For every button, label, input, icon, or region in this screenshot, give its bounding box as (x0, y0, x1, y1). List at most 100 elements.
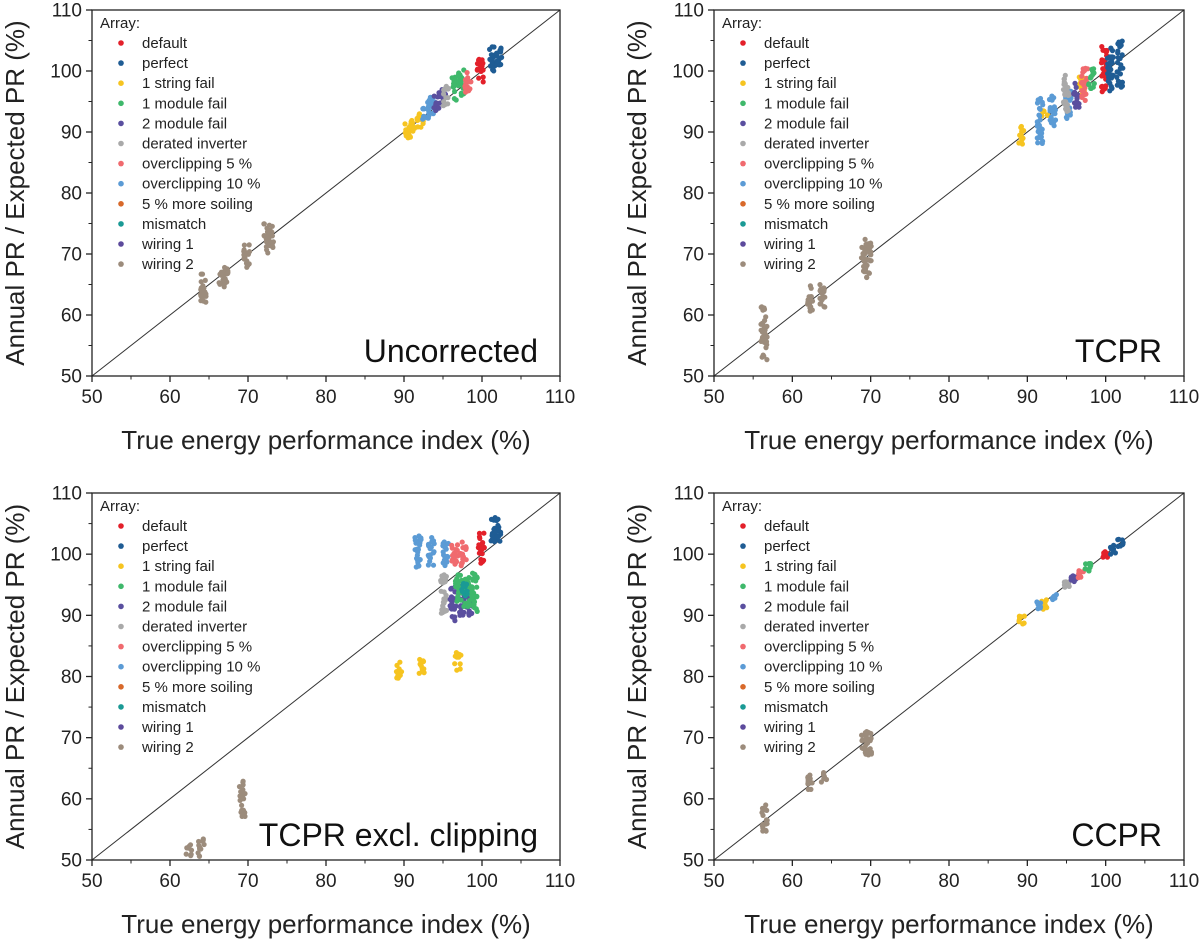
data-point (455, 596, 461, 602)
data-point (864, 274, 870, 280)
legend-entry: default (142, 35, 188, 52)
data-point (464, 84, 470, 90)
data-point (198, 298, 204, 304)
y-axis-label: Annual PR / Expected PR (%) (0, 20, 30, 365)
data-point (448, 586, 454, 592)
y-axis-label: Annual PR / Expected PR (%) (622, 504, 652, 849)
data-point (459, 539, 465, 545)
y-tick-label: 100 (50, 545, 82, 566)
legend-marker (118, 180, 124, 187)
data-point (863, 738, 869, 744)
data-point (866, 270, 873, 276)
y-tick-label: 80 (683, 184, 704, 205)
data-point (445, 101, 451, 107)
legend: Array:default perfect 1 string fail 1 modul… (722, 15, 882, 273)
data-point (1036, 105, 1043, 112)
data-point (489, 44, 495, 50)
data-point (203, 299, 209, 305)
data-point (1049, 105, 1055, 112)
legend-entry: 2 module fail (764, 598, 849, 615)
data-point (480, 79, 486, 85)
data-point (492, 539, 498, 545)
data-point (762, 334, 768, 341)
data-point (442, 579, 448, 585)
legend-marker (740, 623, 746, 630)
legend-title: Array: (100, 498, 140, 515)
data-point (805, 779, 811, 786)
data-point (763, 324, 769, 330)
data-point (203, 291, 209, 297)
series-overclipping-5- (449, 539, 469, 569)
data-point (397, 672, 403, 678)
data-point (817, 282, 823, 288)
data-point (1100, 71, 1106, 77)
legend-marker (740, 704, 746, 710)
x-axis-label: True energy performance index (%) (121, 909, 530, 939)
data-point (1043, 597, 1049, 603)
series-wiring-2 (758, 236, 874, 363)
panel-4: 50 60 70 80 90 100 110 50 60 70 80 90 100 110 True ene… (622, 484, 1199, 940)
data-point (1115, 50, 1121, 56)
data-point (469, 589, 475, 595)
data-point (1051, 593, 1057, 599)
data-point (1071, 100, 1078, 106)
data-point (1052, 117, 1059, 123)
legend-marker (118, 603, 124, 610)
data-point (443, 595, 449, 601)
y-tick-label: 70 (683, 245, 704, 266)
data-point (1016, 613, 1023, 619)
data-point (441, 87, 447, 93)
data-point (421, 113, 427, 119)
data-point (427, 555, 433, 561)
data-point (1115, 41, 1121, 47)
series-default (474, 56, 486, 85)
legend-marker (118, 60, 124, 66)
legend-marker (740, 523, 746, 529)
x-axis-label: True energy performance index (%) (744, 909, 1153, 939)
data-point (1086, 81, 1092, 87)
data-point (1117, 71, 1123, 77)
legend-entry: mismatch (142, 216, 206, 233)
data-point (445, 85, 452, 92)
legend: Array:default perfect 1 string fail 1 modul… (722, 498, 882, 756)
data-point (431, 549, 437, 555)
y-tick-label: 80 (683, 667, 704, 688)
data-point (183, 851, 189, 857)
data-point (481, 557, 487, 564)
data-point (246, 261, 252, 267)
legend-entry: mismatch (142, 699, 206, 716)
y-tick-label: 110 (52, 484, 82, 505)
data-point (492, 529, 498, 535)
data-point (1082, 97, 1088, 103)
data-point (480, 74, 486, 80)
legend-marker (740, 744, 746, 750)
data-point (454, 575, 460, 582)
data-point (805, 774, 811, 781)
legend-marker (740, 603, 746, 610)
data-point (441, 91, 447, 97)
data-point (1061, 582, 1067, 588)
y-axis-label: Annual PR / Expected PR (%) (622, 20, 652, 365)
x-tick-label: 100 (466, 871, 498, 892)
y-axis-label: Annual PR / Expected PR (%) (0, 504, 30, 849)
legend-marker (118, 724, 124, 730)
data-point (402, 121, 408, 127)
data-point (447, 596, 453, 603)
legend-entry: 2 module fail (142, 115, 227, 132)
data-point (237, 797, 243, 804)
legend-entry: perfect (142, 538, 189, 555)
y-tick-label: 90 (61, 606, 82, 627)
data-point (1066, 92, 1072, 98)
legend-entry: overclipping 10 % (764, 659, 882, 676)
x-tick-label: 90 (1017, 871, 1038, 892)
data-point (821, 776, 827, 782)
legend-marker (740, 543, 746, 549)
legend-marker (118, 623, 124, 630)
data-point (487, 63, 494, 69)
data-point (1073, 84, 1079, 90)
legend-entry: wiring 1 (763, 236, 816, 253)
data-point (439, 573, 445, 579)
data-point (864, 731, 870, 737)
legend-marker (118, 40, 124, 46)
